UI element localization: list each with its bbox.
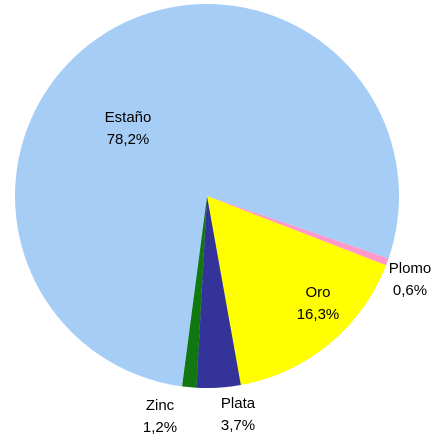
- pie-slice: [196, 196, 241, 389]
- slice-value-label: 1,2%: [143, 419, 177, 436]
- slice-value-label: 78,2%: [107, 131, 150, 148]
- slice-name: Zinc: [146, 397, 175, 414]
- pie-slice: [15, 4, 400, 387]
- pie-slice: [207, 196, 387, 385]
- slice-name: Plata: [221, 395, 256, 412]
- slice-name: Plomo: [389, 260, 432, 277]
- pie-slice: [182, 196, 207, 388]
- slice-value-label: 0,6%: [393, 282, 427, 299]
- slice-name: Oro: [305, 284, 330, 301]
- slice-value-label: 16,3%: [297, 306, 340, 323]
- slice-value-label: 3,7%: [221, 417, 255, 434]
- pie-slice: [207, 196, 389, 266]
- slice-name: Estaño: [105, 109, 152, 126]
